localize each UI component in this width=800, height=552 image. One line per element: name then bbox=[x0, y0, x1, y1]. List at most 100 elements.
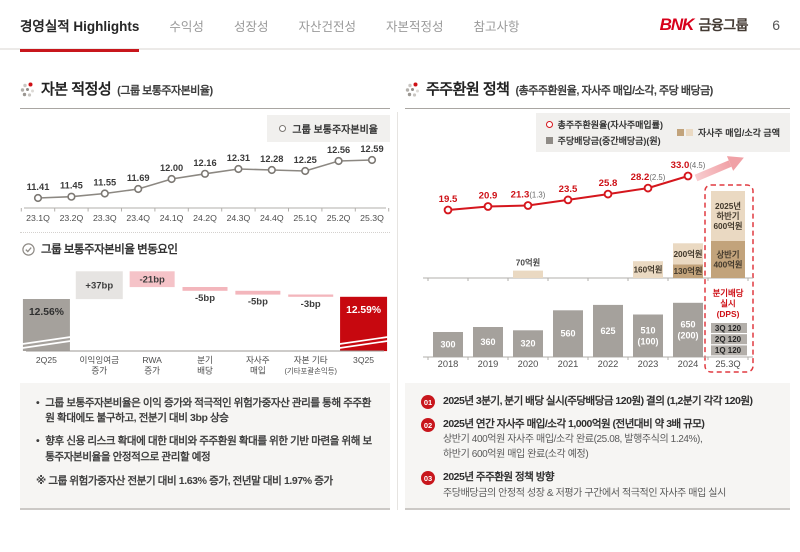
check-circle-icon bbox=[22, 242, 35, 256]
category-label: 2018 bbox=[438, 359, 459, 369]
buyback-bar bbox=[633, 261, 663, 278]
decrease-box bbox=[182, 287, 228, 291]
nav-tabs: 경영실적 Highlights 수익성 성장성 자산건전성 자본적정성 참고사항 bbox=[20, 0, 520, 52]
increase-box bbox=[75, 271, 123, 300]
decrease-box bbox=[129, 271, 175, 288]
buyback-label: 하반기 bbox=[717, 211, 740, 221]
nav-tab-4[interactable]: 자본적정성 bbox=[385, 19, 444, 34]
dividend-bar bbox=[513, 330, 543, 357]
tan-light-square-icon bbox=[685, 129, 693, 136]
panel-divider bbox=[397, 112, 398, 510]
delta-label: -5bp bbox=[248, 297, 268, 308]
bnk-logo: BNK 금융그룹 bbox=[660, 0, 749, 50]
category-label: 2024 bbox=[678, 359, 699, 369]
data-point bbox=[200, 169, 210, 178]
category-label: 매입 bbox=[250, 366, 266, 376]
policy-item-sub: 하반기 600억원 매입 완료(소각 예정) bbox=[443, 449, 589, 461]
data-point bbox=[367, 155, 377, 165]
decrease-box bbox=[288, 294, 334, 297]
data-label: 11.69 bbox=[127, 173, 150, 183]
data-label: 11.41 bbox=[27, 182, 50, 192]
dps-row-label: 3Q 120 bbox=[715, 324, 742, 333]
legend-dividend-series: 주당배당금(중간배당금)(원) bbox=[545, 134, 663, 147]
left-bullet-1: • 향후 신용 리스크 확대에 대한 대비와 주주환원 확대를 위한 기반 마련을… bbox=[36, 434, 374, 464]
category-label: 자본 기타 bbox=[294, 355, 328, 365]
shareholder-return-panel: 주주환원 정책 (총주주환원율, 자사주 매입/소각, 주당 배당금) 총주주환… bbox=[405, 78, 790, 518]
delta-label: +37bp bbox=[85, 281, 113, 292]
category-label: 24.4Q bbox=[260, 213, 284, 223]
left-footnote: ※ 그룹 위험가중자산 전분기 대비 1.63% 증가, 전년말 대비 1.97… bbox=[36, 474, 333, 487]
buyback-label: 70억원 bbox=[516, 258, 541, 268]
policy-item-sub: 상반기 400억원 자사주 매입/소각 완료(25.08, 발행주식의 1.24… bbox=[443, 434, 703, 446]
category-label: 자사주 bbox=[246, 355, 270, 365]
category-label: 24.2Q bbox=[193, 213, 217, 223]
nav-tab-1[interactable]: 수익성 bbox=[169, 19, 204, 34]
data-point bbox=[67, 192, 76, 201]
line-label: 19.5 bbox=[439, 194, 458, 205]
category-label: 2020 bbox=[518, 359, 539, 369]
data-label: 11.55 bbox=[93, 178, 116, 188]
nav-tab-2[interactable]: 성장성 bbox=[233, 19, 269, 34]
category-label: 25.3Q bbox=[360, 213, 384, 223]
left-title-row: 자본 적정성 (그룹 보통주자본비율) bbox=[20, 78, 213, 99]
cet1-legend-label: 그룹 보통주자본비율 bbox=[292, 125, 378, 136]
category-label: 분기 bbox=[197, 355, 213, 365]
dividend-bar bbox=[633, 314, 663, 357]
nav-tab-3[interactable]: 자산건전성 bbox=[298, 19, 356, 34]
dividend-label: 560 bbox=[560, 329, 575, 339]
left-bullets: • 그룹 보통주자본비율은 이익 증가와 적극적인 위험가중자산 관리를 통해 주… bbox=[36, 396, 374, 465]
bullet-icon: • bbox=[36, 435, 40, 448]
shareholder-return-chart: 70억원 160억원 130억원 200억원 상반기 400억원 2025년 하반기 600억원… bbox=[405, 155, 790, 387]
tan-dark-square-icon bbox=[676, 129, 684, 136]
dividend-label: 320 bbox=[520, 339, 535, 349]
buyback-bar bbox=[711, 241, 745, 278]
combo-legend: 총주주환원율(자사주매입률) 주당배당금(중간배당금)(원) 자사주 매입/소각… bbox=[535, 113, 790, 152]
quarterly-dividend-caption: 실시 bbox=[720, 299, 735, 309]
dotted-divider bbox=[20, 232, 390, 233]
line-label: 20.9 bbox=[479, 191, 498, 202]
buyback-label: 상반기 bbox=[717, 250, 740, 260]
dps-row bbox=[711, 323, 747, 333]
dividend-label: 650 bbox=[680, 319, 695, 329]
category-label: 2Q25 bbox=[36, 355, 57, 365]
cet1-waterfall-svg: 2Q2512.56%이익잉여금증가+37bpRWA증가-21bp분기배당-5bp… bbox=[22, 271, 388, 376]
policy-item-title: 2025년 3분기, 분기 배당 실시(주당배당금 120원) 결의 (1,2분… bbox=[443, 395, 753, 407]
data-point bbox=[234, 164, 243, 174]
legend-dividend-label: 주당배당금(중간배당금)(원) bbox=[557, 136, 661, 146]
page-number: 6 bbox=[772, 17, 780, 33]
quarterly-dividend-caption: (DPS) bbox=[717, 309, 740, 319]
category-label: 배당 bbox=[197, 366, 213, 376]
nav-tab-0[interactable]: 경영실적 Highlights bbox=[20, 0, 140, 52]
right-title-row: 주주환원 정책 (총주주환원율, 자사주 매입/소각, 주당 배당금) bbox=[405, 78, 713, 99]
line-marker-icon bbox=[279, 125, 287, 132]
data-label: 12.56 bbox=[327, 145, 350, 155]
category-label: 25.2Q bbox=[327, 213, 351, 223]
category-label: 25.1Q bbox=[293, 213, 317, 223]
right-title-rule bbox=[405, 108, 790, 109]
nav-tab-5[interactable]: 참고사항 bbox=[473, 19, 520, 34]
data-point bbox=[301, 166, 310, 176]
dividend-label: 360 bbox=[480, 337, 495, 347]
left-panel-title: 자본 적정성 bbox=[41, 81, 112, 98]
end-value: 12.59% bbox=[346, 305, 381, 316]
cet1-line-svg: 11.41 23.1Q 11.45 23.2Q 11.55 23.3Q 11.69 23.4Q… bbox=[20, 144, 390, 223]
dots-flower-icon bbox=[405, 82, 419, 97]
legend-line-label: 총주주환원율(자사주매입률) bbox=[557, 120, 663, 130]
data-label: 12.28 bbox=[260, 154, 283, 164]
dps-row bbox=[711, 345, 747, 356]
dividend-label: 510 bbox=[640, 325, 655, 335]
data-point bbox=[134, 184, 143, 194]
buyback-label: 400억원 bbox=[713, 260, 742, 270]
policy-item-01: 01 2025년 3분기, 분기 배당 실시(주당배당금 120원) 결의 (1,… bbox=[421, 394, 774, 409]
start-value: 12.56% bbox=[29, 307, 64, 318]
data-label: 12.16 bbox=[193, 158, 216, 168]
dividend-bar bbox=[553, 310, 583, 357]
left-title-rule bbox=[20, 108, 390, 109]
buyback-bar bbox=[673, 243, 703, 265]
cet1-legend: 그룹 보통주자본비율 bbox=[267, 115, 390, 142]
line-point bbox=[683, 171, 693, 181]
buyback-bar bbox=[673, 264, 703, 278]
highlight-dashed-box bbox=[704, 184, 754, 373]
dps-row bbox=[711, 334, 747, 345]
